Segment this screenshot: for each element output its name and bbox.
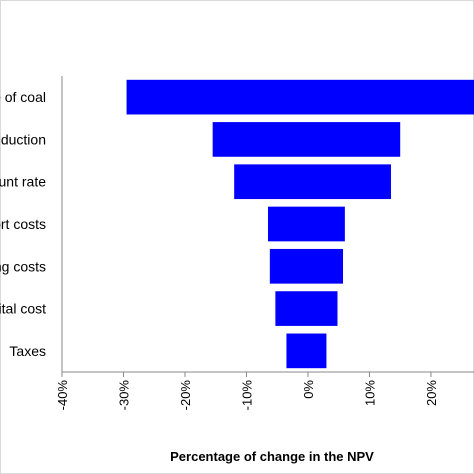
x-ticks: -40% -30% -20% -10% 0% 10% 20% bbox=[55, 372, 439, 410]
category-label-5: ital cost bbox=[0, 301, 46, 317]
x-tick-label-4: 0% bbox=[301, 380, 316, 399]
bar-2 bbox=[234, 164, 391, 200]
bar-3 bbox=[268, 206, 345, 242]
bar-5 bbox=[275, 291, 338, 326]
x-tick-label-5: 10% bbox=[362, 380, 377, 406]
category-label-0: e of coal bbox=[0, 89, 46, 105]
x-axis-label: Percentage of change in the NPV bbox=[170, 449, 374, 464]
category-label-2: unt rate bbox=[0, 174, 46, 190]
x-tick-label-1: -30% bbox=[116, 380, 131, 411]
x-tick-label-0: -40% bbox=[55, 380, 70, 411]
x-tick-label-6: 20% bbox=[424, 380, 439, 406]
x-tick-label-2: -20% bbox=[178, 380, 193, 411]
bar-6 bbox=[286, 333, 327, 369]
x-tick-label-3: -10% bbox=[239, 380, 254, 411]
category-label-4: ing costs bbox=[0, 258, 46, 274]
bar-1 bbox=[212, 122, 401, 157]
bar-0 bbox=[126, 79, 474, 115]
category-label-1: duction bbox=[1, 131, 46, 147]
bar-4 bbox=[269, 248, 344, 284]
category-labels: e of coal duction unt rate ort costs ing cos… bbox=[0, 89, 46, 359]
category-label-3: ort costs bbox=[0, 216, 46, 232]
bars-group bbox=[126, 79, 474, 369]
category-label-6: Taxes bbox=[9, 343, 46, 359]
